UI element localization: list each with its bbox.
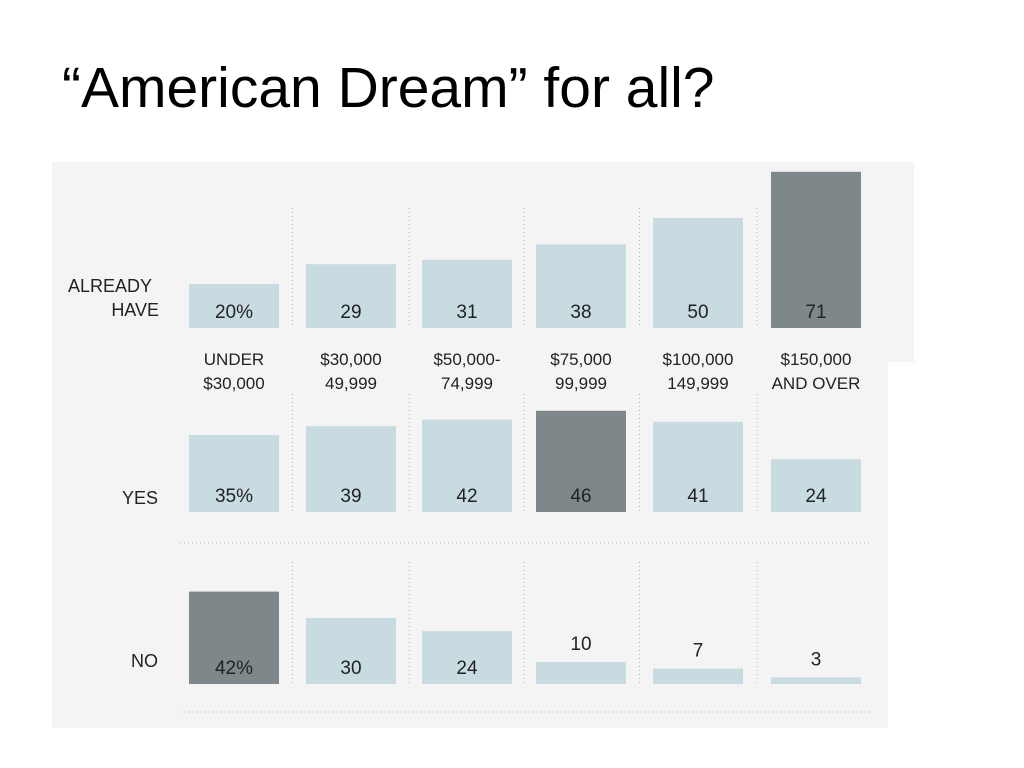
bar (536, 410, 626, 512)
bar (306, 264, 396, 328)
data-label: 31 (456, 302, 477, 323)
bar (422, 419, 512, 512)
bar (189, 591, 279, 684)
data-label: 38 (570, 302, 591, 323)
bar (536, 244, 626, 328)
category-label: 149,999 (667, 374, 728, 393)
bar (771, 459, 861, 512)
category-label: 49,999 (325, 374, 377, 393)
data-label: 24 (805, 486, 827, 507)
data-label: 3 (811, 649, 822, 670)
data-label: 50 (687, 302, 708, 323)
bar (653, 668, 743, 684)
row-label: ALREADY (68, 276, 152, 296)
data-label: 30 (340, 658, 361, 679)
data-label: 24 (456, 658, 478, 679)
category-label: $50,000- (433, 350, 500, 369)
slide-title: “American Dream” for all? (62, 56, 715, 120)
data-label: 20% (215, 302, 253, 323)
chart-panel: ALREADY HAVE 20% 29 31 38 50 71 YES 35% 39 42 46 41 24… (52, 162, 914, 728)
data-label: 10 (570, 634, 591, 655)
category-label: $100,000 (663, 350, 734, 369)
bar-chart: ALREADY HAVE 20% 29 31 38 50 71 YES 35% 39 42 46 41 24… (52, 162, 914, 728)
category-label: UNDER (204, 350, 264, 369)
data-label: 46 (570, 486, 591, 507)
row-label: HAVE (111, 300, 159, 320)
data-label: 71 (805, 302, 826, 323)
bar (306, 618, 396, 684)
row-label: NO (131, 651, 158, 671)
category-label: 74,999 (441, 374, 493, 393)
data-label: 7 (693, 641, 704, 662)
data-label: 42% (215, 658, 253, 679)
data-label: 29 (340, 302, 361, 323)
data-label: 42 (456, 486, 477, 507)
bar (306, 426, 396, 512)
bar (771, 677, 861, 684)
category-label: $150,000 (781, 350, 852, 369)
bar (771, 171, 861, 328)
bar (653, 421, 743, 512)
bar (536, 662, 626, 684)
row-label: YES (122, 488, 158, 508)
category-label: $30,000 (320, 350, 381, 369)
category-label: $75,000 (550, 350, 611, 369)
category-label: 99,999 (555, 374, 607, 393)
bar (189, 284, 279, 328)
bar (653, 218, 743, 328)
data-label: 39 (340, 486, 361, 507)
category-label: AND OVER (772, 374, 861, 393)
bar (422, 259, 512, 328)
data-label: 41 (687, 486, 708, 507)
bar (422, 631, 512, 684)
data-label: 35% (215, 486, 253, 507)
bar (189, 435, 279, 512)
category-label: $30,000 (203, 374, 264, 393)
